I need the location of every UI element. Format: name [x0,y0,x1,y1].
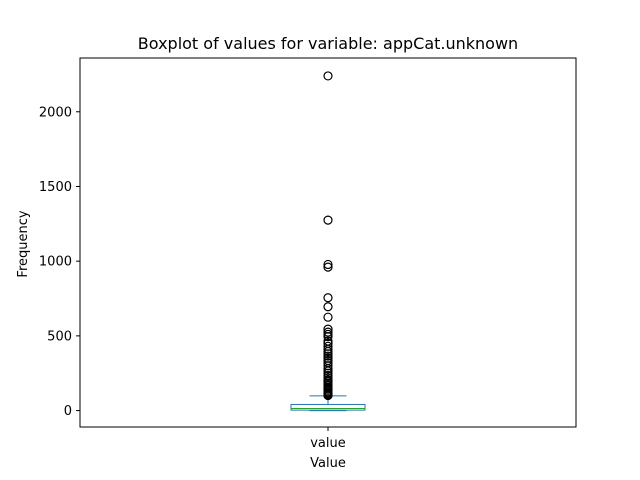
outlier-point [323,390,333,401]
outlier-point [323,259,333,270]
chart-title: Boxplot of values for variable: appCat.u… [138,34,518,53]
outlier-point [323,293,333,303]
outlier-point [323,312,333,322]
y-tick-label: 1000 [39,255,72,270]
plot-area: 0 500 1000 1500 2000 value [39,57,577,451]
outlier-point [323,215,333,225]
y-tick-label: 1500 [39,180,72,195]
y-tick-label: 0 [64,404,72,419]
outlier-point [323,302,333,312]
x-axis-label: Value [310,456,346,471]
outlier-point [323,332,333,342]
outlier-point [323,262,333,272]
y-axis-label: Frequency [16,210,31,277]
outlier-point [323,71,333,81]
y-tick-label: 2000 [39,105,72,120]
x-tick-label: value [310,436,346,451]
iqr-box [290,403,366,411]
y-tick-label: 500 [47,329,72,344]
